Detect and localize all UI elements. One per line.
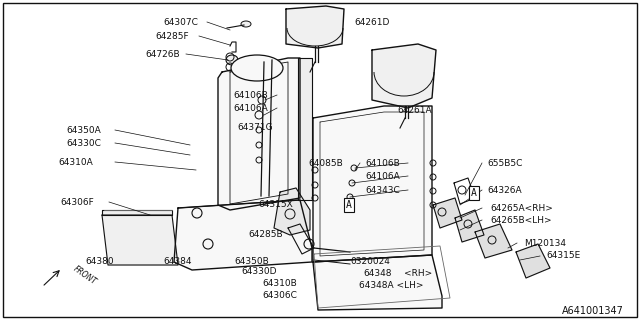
Text: 64085B: 64085B	[308, 158, 343, 167]
Text: <RH>: <RH>	[404, 268, 432, 277]
Text: 64310A: 64310A	[58, 157, 93, 166]
Polygon shape	[313, 255, 442, 310]
Text: 64261D: 64261D	[354, 18, 389, 27]
Ellipse shape	[241, 21, 251, 27]
Text: 64307C: 64307C	[163, 18, 198, 27]
Text: 64310B: 64310B	[262, 279, 297, 289]
Ellipse shape	[226, 55, 238, 65]
Text: 64330D: 64330D	[241, 268, 276, 276]
Text: 64265B<LH>: 64265B<LH>	[490, 215, 552, 225]
Text: A: A	[471, 188, 477, 198]
Text: 64315E: 64315E	[546, 252, 580, 260]
Polygon shape	[455, 210, 484, 242]
Text: 64326A: 64326A	[487, 186, 522, 195]
Text: 64371G: 64371G	[237, 123, 273, 132]
Text: 64315X: 64315X	[258, 199, 292, 209]
Text: 64384: 64384	[163, 258, 191, 267]
Polygon shape	[433, 198, 462, 228]
Polygon shape	[286, 6, 344, 48]
Text: 64350B: 64350B	[234, 257, 269, 266]
Text: 64330C: 64330C	[66, 139, 101, 148]
Text: 64306F: 64306F	[60, 197, 93, 206]
Polygon shape	[102, 210, 172, 215]
Text: 64261A: 64261A	[397, 106, 431, 115]
Text: 64348: 64348	[363, 268, 392, 277]
Polygon shape	[516, 244, 550, 278]
Text: 64306C: 64306C	[262, 292, 297, 300]
Text: 64726B: 64726B	[145, 50, 180, 59]
Polygon shape	[298, 58, 312, 200]
Ellipse shape	[231, 55, 283, 81]
Polygon shape	[274, 188, 310, 235]
Text: 655B5C: 655B5C	[487, 158, 522, 167]
Text: 64285B: 64285B	[248, 229, 283, 238]
Polygon shape	[372, 44, 436, 108]
Text: 64106B: 64106B	[233, 91, 268, 100]
Text: 64285F: 64285F	[155, 31, 189, 41]
Text: FRONT: FRONT	[72, 264, 99, 286]
Text: 64265A<RH>: 64265A<RH>	[490, 204, 553, 212]
Text: 64350A: 64350A	[66, 125, 100, 134]
Text: A641001347: A641001347	[562, 306, 624, 316]
Text: 64380: 64380	[85, 258, 114, 267]
Text: M120134: M120134	[524, 238, 566, 247]
Text: 64106B: 64106B	[365, 158, 400, 167]
Polygon shape	[102, 215, 178, 265]
Polygon shape	[475, 224, 512, 258]
Polygon shape	[218, 58, 300, 210]
Polygon shape	[174, 200, 312, 270]
Text: 64106A: 64106A	[365, 172, 400, 180]
Polygon shape	[313, 106, 432, 262]
Text: 64106A: 64106A	[233, 103, 268, 113]
Text: A: A	[346, 200, 352, 210]
Text: 64348A <LH>: 64348A <LH>	[359, 281, 424, 290]
Text: 64343C: 64343C	[365, 186, 400, 195]
Text: 0320024: 0320024	[350, 257, 390, 266]
